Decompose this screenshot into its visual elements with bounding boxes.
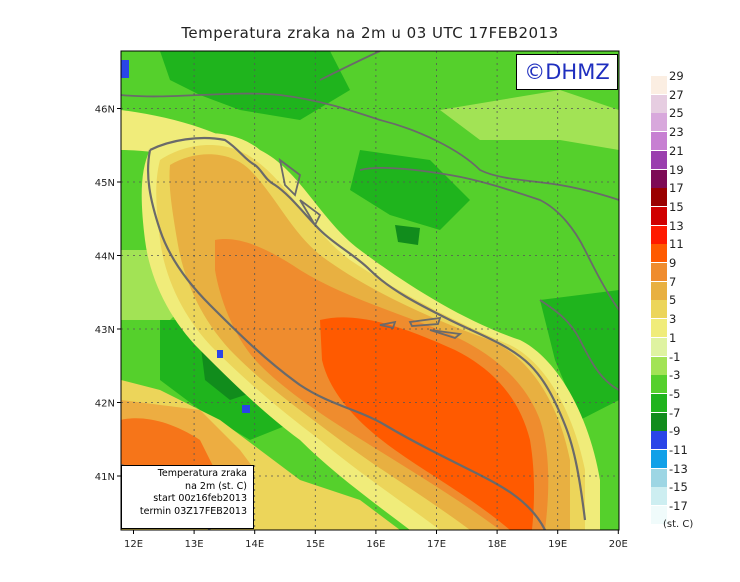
info-line-1: Temperatura zraka xyxy=(157,468,247,479)
legend-label: 3 xyxy=(669,312,677,327)
legend-label: -17 xyxy=(669,499,688,514)
legend-swatch xyxy=(651,356,667,375)
legend-swatch xyxy=(651,300,667,319)
lat-label: 43N xyxy=(95,325,115,336)
legend-label: 21 xyxy=(669,143,684,158)
legend-swatch xyxy=(651,412,667,431)
legend-swatch xyxy=(651,76,667,94)
lat-label: 44N xyxy=(95,252,115,263)
legend-swatch xyxy=(651,169,667,188)
bosnia-border xyxy=(359,167,619,311)
lat-label: 45N xyxy=(95,178,115,189)
apennine-cold-spot xyxy=(217,350,223,358)
legend-label: -7 xyxy=(669,405,681,420)
legend-swatch xyxy=(651,94,667,113)
lat-label: 46N xyxy=(95,105,115,116)
map-field xyxy=(121,51,619,530)
legend-label: 7 xyxy=(669,274,677,289)
legend-swatch xyxy=(651,188,667,207)
apennine-cold-spot-2 xyxy=(242,405,250,413)
lat-label: 42N xyxy=(95,399,115,410)
legend-swatch xyxy=(651,506,667,525)
east-adriatic-coast xyxy=(149,136,587,521)
legend-swatch xyxy=(651,281,667,300)
dalmatian-islands xyxy=(379,316,463,340)
legend-label: 5 xyxy=(669,293,677,308)
legend-label: 13 xyxy=(669,218,684,233)
adriatic-core xyxy=(320,317,535,530)
legend-label: 1 xyxy=(669,330,677,345)
lon-label: 17E xyxy=(427,539,446,550)
legend-swatch xyxy=(651,337,667,356)
map-title: Temperatura zraka na 2m u 03 UTC 17FEB20… xyxy=(181,24,559,42)
legend-label: -15 xyxy=(669,480,688,495)
montenegro-border xyxy=(539,299,619,391)
legend-label: 15 xyxy=(669,199,684,214)
map-frame xyxy=(120,50,620,531)
legend-swatch xyxy=(651,206,667,225)
legend-swatch xyxy=(651,375,667,394)
info-line-3: start 00z16feb2013 xyxy=(153,493,247,504)
slovenia-border xyxy=(319,51,381,81)
legend-label: -9 xyxy=(669,424,681,439)
lon-label: 14E xyxy=(245,539,264,550)
axis-ticks: 12E 13E 14E 15E 16E 17E 18E 19E 20E 41N 42N 43N 44N 4… xyxy=(95,105,628,551)
lon-label: 18E xyxy=(488,539,507,550)
lon-label: 20E xyxy=(609,539,628,550)
dhmz-logo: ©DHMZ xyxy=(516,54,618,90)
north-dark-patch xyxy=(160,51,350,120)
north-border xyxy=(121,92,619,201)
lon-label: 13E xyxy=(185,539,204,550)
legend-label: 17 xyxy=(669,181,684,196)
legend-label: -13 xyxy=(669,461,688,476)
legend-swatch xyxy=(651,113,667,132)
legend-swatch xyxy=(651,132,667,151)
legend-swatch xyxy=(651,450,667,468)
legend-swatch xyxy=(651,150,667,169)
legend-swatch xyxy=(651,431,667,450)
graticule xyxy=(121,51,619,530)
alps-cold-spot xyxy=(121,60,129,78)
legend-label: 23 xyxy=(669,125,684,140)
lon-label: 16E xyxy=(366,539,385,550)
legend-label: -5 xyxy=(669,386,681,401)
east-green xyxy=(540,290,619,420)
legend-label: 27 xyxy=(669,87,684,102)
legend-swatch xyxy=(651,393,667,412)
kvarner-islands xyxy=(278,157,322,227)
info-box: Temperatura zraka na 2m (st. C) start 00… xyxy=(121,465,254,529)
legend-label: 9 xyxy=(669,256,677,270)
info-line-2: na 2m (st. C) xyxy=(185,480,247,492)
legend-swatch xyxy=(651,487,667,506)
italy-coast xyxy=(146,149,546,530)
legend-label: 29 xyxy=(669,69,684,83)
legend-swatch xyxy=(651,468,667,487)
legend-label: -3 xyxy=(669,368,681,383)
legend-label: -11 xyxy=(669,443,688,457)
tyrrhenian-warm-edge xyxy=(121,400,255,470)
legend-label: 19 xyxy=(669,162,684,177)
legend-swatch xyxy=(651,319,667,338)
bosnia-dark-patch xyxy=(350,150,470,230)
legend-label: 11 xyxy=(669,237,684,252)
info-line-4: termin 03Z17FEB2013 xyxy=(139,505,247,517)
lon-label: 15E xyxy=(306,539,325,550)
legend-swatch xyxy=(651,225,667,244)
legend-label: -1 xyxy=(669,349,681,364)
bosnia-cold-core xyxy=(395,225,420,245)
pannonian-light-patch xyxy=(440,90,619,150)
legend-label: 25 xyxy=(669,106,684,121)
lon-label: 19E xyxy=(548,539,567,550)
lat-label: 41N xyxy=(95,472,115,483)
lon-label: 12E xyxy=(124,539,143,550)
legend-unit: (st. C) xyxy=(663,519,694,530)
legend-swatch xyxy=(651,263,667,281)
legend-swatch xyxy=(651,244,667,263)
